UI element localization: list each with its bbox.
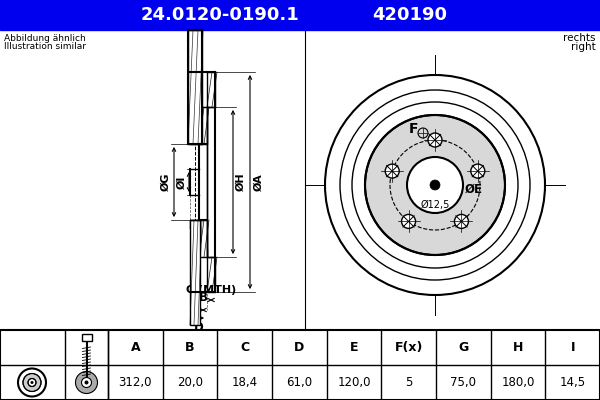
Text: B: B	[185, 341, 195, 354]
Bar	[190, 220, 199, 228]
Circle shape	[82, 378, 91, 388]
Text: Abbildung ähnlich: Abbildung ähnlich	[4, 34, 86, 43]
Circle shape	[76, 372, 97, 394]
Text: 180,0: 180,0	[502, 376, 535, 389]
Text: 5: 5	[405, 376, 412, 389]
Circle shape	[407, 157, 463, 213]
Bar	[0, 330, 600, 400]
Text: rechts: rechts	[563, 33, 596, 43]
Text: F(x): F(x)	[394, 341, 423, 354]
Text: ØI: ØI	[177, 175, 187, 189]
Bar	[0, 0, 600, 30]
Text: D: D	[194, 321, 203, 334]
Text: C (MTH): C (MTH)	[186, 285, 236, 295]
Circle shape	[471, 164, 485, 178]
Text: 75,0: 75,0	[451, 376, 476, 389]
Text: 312,0: 312,0	[119, 376, 152, 389]
Text: I: I	[571, 341, 575, 354]
Text: 20,0: 20,0	[177, 376, 203, 389]
Text: Illustration similar: Illustration similar	[4, 42, 86, 51]
Bar	[188, 30, 202, 144]
Circle shape	[385, 164, 399, 178]
Bar	[207, 257, 215, 292]
Circle shape	[325, 75, 545, 295]
Circle shape	[23, 374, 41, 392]
Text: 420190: 420190	[373, 6, 448, 24]
Circle shape	[31, 381, 34, 384]
Text: ØA: ØA	[254, 173, 264, 191]
Text: B: B	[199, 291, 208, 304]
Text: 24.0120-0190.1: 24.0120-0190.1	[140, 6, 299, 24]
Text: C: C	[240, 341, 249, 354]
Text: 120,0: 120,0	[337, 376, 371, 389]
Bar	[82, 334, 91, 341]
Bar	[190, 136, 199, 144]
Text: ØE: ØE	[465, 182, 483, 196]
Text: ØH: ØH	[236, 173, 246, 191]
Text: right: right	[571, 42, 596, 52]
Bar	[199, 107, 207, 144]
Circle shape	[428, 133, 442, 147]
Bar	[190, 220, 200, 325]
Text: 61,0: 61,0	[286, 376, 313, 389]
Circle shape	[85, 380, 89, 384]
Bar	[207, 72, 215, 107]
Text: F: F	[408, 122, 418, 136]
Text: G: G	[458, 341, 469, 354]
Circle shape	[401, 214, 416, 228]
Circle shape	[454, 214, 469, 228]
Circle shape	[365, 115, 505, 255]
Bar	[199, 220, 207, 257]
Text: E: E	[350, 341, 358, 354]
Circle shape	[28, 378, 36, 386]
Circle shape	[430, 180, 440, 190]
Text: D: D	[294, 341, 304, 354]
Text: H: H	[513, 341, 523, 354]
Text: 18,4: 18,4	[232, 376, 258, 389]
Text: A: A	[131, 341, 140, 354]
Text: ØG: ØG	[161, 173, 171, 191]
Text: Ø12,5: Ø12,5	[421, 200, 449, 210]
Text: 14,5: 14,5	[560, 376, 586, 389]
